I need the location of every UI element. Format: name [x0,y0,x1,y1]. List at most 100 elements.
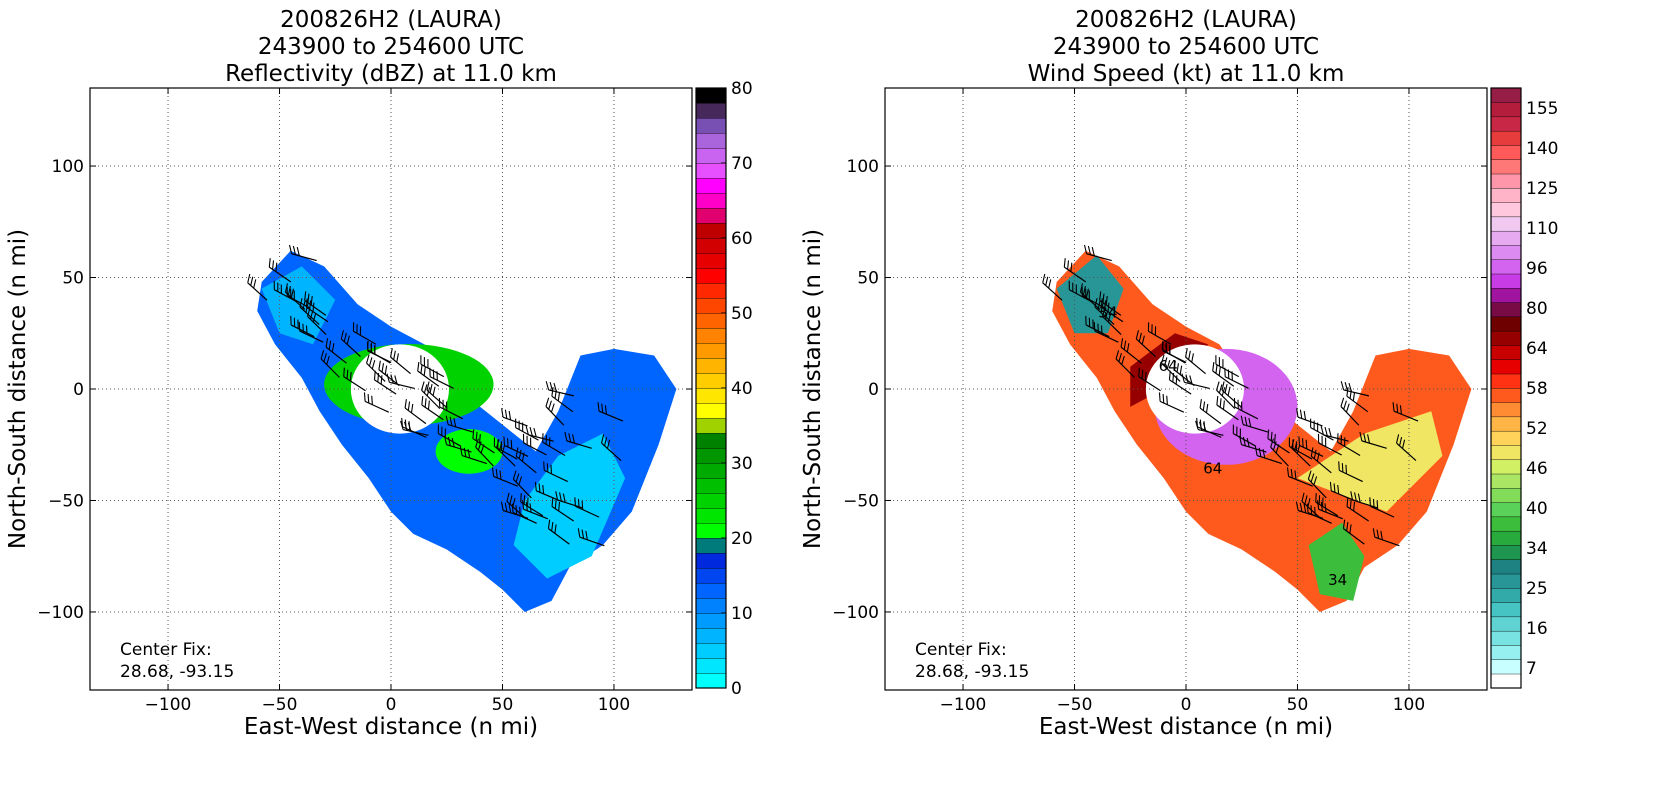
colorbar-tick-label: 25 [1526,579,1548,599]
x-tick-label: −100 [145,695,192,715]
colorbar-segment [1490,602,1522,618]
wind-barb-feather [396,353,399,363]
colorbar-segment [695,252,727,269]
wind-barb [446,444,472,453]
wind-barb-feather [1242,436,1246,446]
colorbar-segment [1490,387,1522,403]
wind-barb-feather [1172,373,1175,383]
wind-barb [512,478,532,499]
colorbar-tick-label: 7 [1526,659,1537,679]
wind-barb-feather [1107,313,1112,323]
wind-barb-feather [519,506,521,516]
wind-barb-feather [1399,405,1402,415]
wind-barb-feather [518,449,522,459]
wind-barb-feather [394,375,398,385]
colorbar-segment [1490,173,1522,189]
wind-barb [1346,395,1369,413]
colorbar-segment [695,522,727,539]
x-tick-label: 50 [1287,695,1309,715]
colorbar-segment [695,402,727,419]
wind-barb-feather [549,382,554,391]
colorbar-segment [695,552,727,569]
wind-barb-feather [1328,427,1332,437]
wind-barb-feather [1295,501,1299,511]
wind-barb-feather [309,310,314,320]
colorbar-segment [695,102,727,119]
colorbar-segment [1490,530,1522,546]
wind-barb-feather [1222,400,1225,410]
x-tick-label: −50 [1057,695,1093,715]
wind-barb-feather [508,410,512,420]
colorbar-segment [695,177,727,194]
wind-barb-feather [1296,444,1301,454]
wind-barb-feather [1045,276,1049,286]
wind-barb-feather [1175,375,1178,385]
wind-barb-feather [503,436,506,446]
colorbar-segment [1490,659,1522,675]
wind-barb-feather [1286,467,1290,477]
wind-barb-feather [1396,434,1400,444]
colorbar-segment [1490,559,1522,575]
wind-barb [417,370,440,387]
wind-barb [364,400,390,413]
wind-barbs [247,244,624,547]
wind-barb-feather [1205,403,1209,413]
wind-barb-feather [1316,500,1320,510]
colorbar-segment [695,222,727,239]
wind-barb-feather [367,394,370,404]
wind-barb [598,410,624,422]
wind-barb-feather [331,343,335,353]
wind-barb-feather [423,366,426,376]
wind-barb-feather [312,313,317,323]
wind-barb-feather [378,360,381,370]
x-tick-label: 100 [598,695,630,715]
wind-barb [1270,446,1289,467]
wind-barb-feather [1196,417,1199,427]
wind-barb [506,501,527,520]
wind-barb-feather [346,369,349,379]
colorbar-tick-label: 60 [731,229,753,249]
wind-barb-feather [512,497,516,507]
wind-barb-feather [1042,273,1046,283]
wind-barb-feather [1166,395,1168,405]
colorbar-segment [1490,144,1522,160]
wind-barb-feather [1310,473,1315,483]
wind-barb [575,505,600,518]
wind-barb-feather [1163,357,1168,367]
wind-barb [299,306,320,325]
colorbar-segment [695,672,727,689]
wind-barb [1256,454,1283,465]
wind-barb-feather [268,258,271,268]
wind-barb [1094,306,1115,325]
wind-barb-feather [521,500,525,510]
wind-barb-feather [548,400,552,410]
wind-barb [1291,447,1311,467]
colorbar-segment [1490,444,1522,460]
chart-title-line: 200826H2 (LAURA) [280,7,502,33]
wind-barb-feather [1048,279,1052,289]
wind-barb [1216,389,1236,410]
colorbar-segment [695,657,727,674]
colorbar-segment [695,642,727,659]
wind-barb [374,379,397,395]
wind-barb [528,434,554,442]
wind-barb-feather [459,446,463,456]
wind-barb-feather [1357,493,1361,503]
colorbar-segment [695,372,727,389]
wind-barb-feather [1254,446,1258,456]
wind-barb [291,253,317,262]
wind-barb-feather [307,307,311,317]
wind-barb-feather [1244,416,1248,426]
colorbar-segment [695,312,727,329]
wind-barb-feather [1189,375,1193,385]
wind-barb-feather [525,426,529,436]
wind-barb [1148,330,1172,345]
wind-barb-feather [559,492,562,502]
wind-barb [343,376,366,392]
wind-barb-feather [340,330,344,340]
wind-barb [1086,253,1112,262]
wind-barb [545,405,565,426]
wind-barb-feather [506,438,509,448]
wind-barb-feather [343,367,345,377]
wind-barb [542,441,566,457]
